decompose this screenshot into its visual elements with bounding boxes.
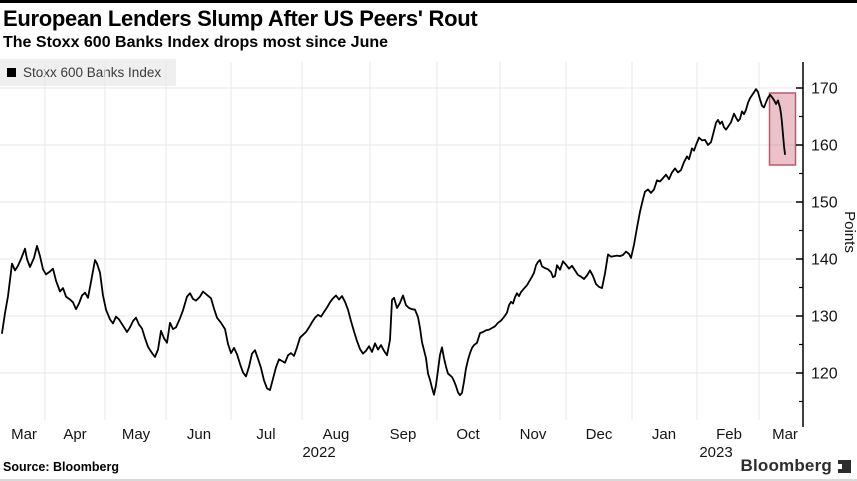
series-line <box>1 88 786 397</box>
y-tick-label: 160 <box>811 138 838 155</box>
month-label: Jul <box>256 426 275 443</box>
month-label: Mar <box>772 426 798 443</box>
year-label: 2022 <box>302 444 335 461</box>
y-tick-label: 150 <box>811 195 838 212</box>
bloomberg-mark-icon <box>838 459 851 473</box>
y-tick-label: 130 <box>811 309 838 326</box>
chart-subtitle: The Stoxx 600 Banks Index drops most sin… <box>3 34 389 51</box>
y-tick-label: 140 <box>811 252 838 269</box>
legend: Stoxx 600 Banks Index <box>0 59 177 86</box>
y-tick-label: 120 <box>811 366 838 383</box>
black-square-icon <box>7 68 16 77</box>
month-label: Nov <box>520 426 547 443</box>
y-axis-title: Points <box>841 211 857 253</box>
bottom-divider <box>0 479 857 481</box>
chart-title: European Lenders Slump After US Peers' R… <box>3 6 478 31</box>
month-label: May <box>122 426 151 443</box>
month-label: Jun <box>187 426 211 443</box>
year-label: 2023 <box>699 444 732 461</box>
month-label: Jan <box>652 426 676 443</box>
source-note: Source: Bloomberg <box>3 460 119 474</box>
top-accent-bar <box>0 0 857 3</box>
bloomberg-wordmark: Bloomberg <box>740 456 851 476</box>
month-label: Sep <box>390 426 417 443</box>
month-label: Feb <box>716 426 742 443</box>
bloomberg-wordmark-text: Bloomberg <box>740 456 832 475</box>
month-label: Dec <box>586 426 613 443</box>
month-label: Aug <box>323 426 350 443</box>
month-label: Mar <box>11 426 37 443</box>
month-label: Oct <box>456 426 480 443</box>
y-tick-label: 170 <box>811 81 838 98</box>
month-label: Apr <box>63 426 86 443</box>
legend-label: Stoxx 600 Banks Index <box>23 65 162 80</box>
